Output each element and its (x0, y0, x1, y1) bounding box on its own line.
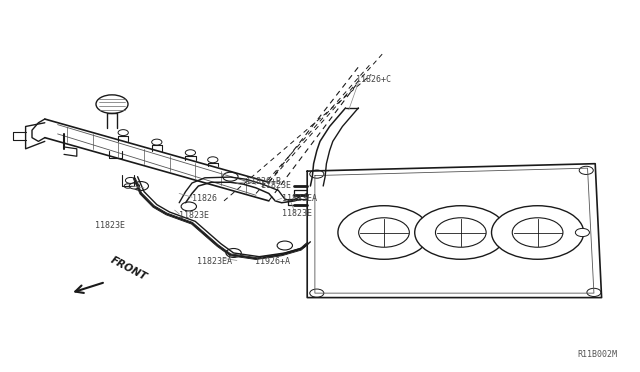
Circle shape (512, 218, 563, 247)
Text: FRONT: FRONT (109, 255, 148, 282)
Text: 11926+A: 11926+A (255, 257, 290, 266)
Circle shape (435, 218, 486, 247)
Circle shape (124, 184, 132, 188)
Text: 11823EA: 11823EA (282, 194, 317, 203)
Circle shape (226, 248, 241, 257)
Circle shape (492, 206, 584, 259)
Circle shape (181, 202, 196, 211)
Circle shape (587, 288, 601, 296)
Text: 11823E: 11823E (282, 209, 312, 218)
Text: 11823E: 11823E (95, 221, 125, 230)
Circle shape (186, 150, 196, 155)
Circle shape (575, 228, 589, 237)
Circle shape (129, 183, 140, 189)
Circle shape (277, 241, 292, 250)
Circle shape (579, 166, 593, 174)
Circle shape (358, 218, 410, 247)
Circle shape (118, 129, 128, 135)
Circle shape (338, 206, 430, 259)
Circle shape (133, 182, 148, 190)
Circle shape (310, 289, 324, 297)
Text: 11823E: 11823E (179, 211, 209, 219)
Text: 11823E: 11823E (261, 182, 291, 190)
Circle shape (152, 139, 162, 145)
Text: 11826+C: 11826+C (356, 75, 392, 84)
Text: R11B002M: R11B002M (578, 350, 618, 359)
Text: 11823EA: 11823EA (197, 257, 232, 266)
Circle shape (96, 95, 128, 113)
Circle shape (207, 157, 218, 163)
Text: 11826: 11826 (192, 194, 217, 203)
Circle shape (125, 177, 136, 183)
Circle shape (223, 172, 238, 181)
Circle shape (310, 170, 324, 178)
Circle shape (415, 206, 507, 259)
Text: 11826+B: 11826+B (246, 177, 282, 186)
